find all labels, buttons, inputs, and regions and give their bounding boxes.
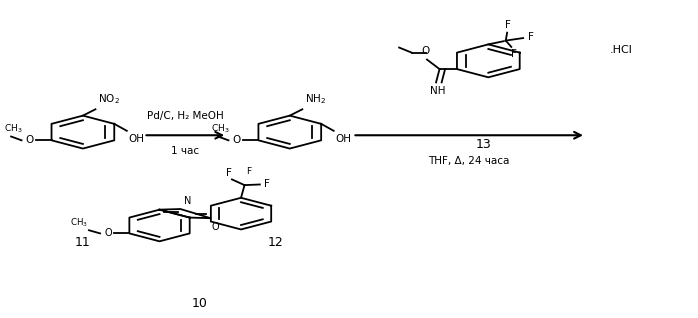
Text: F: F	[246, 167, 251, 176]
Text: F: F	[264, 178, 270, 189]
Text: O: O	[104, 228, 112, 238]
Text: O: O	[422, 46, 430, 56]
Text: Pd/C, H₂ MeOH: Pd/C, H₂ MeOH	[147, 111, 223, 121]
Text: F: F	[511, 49, 517, 59]
Text: CH$_3$: CH$_3$	[4, 122, 22, 135]
Text: CH$_3$: CH$_3$	[70, 216, 87, 229]
Text: O: O	[212, 222, 220, 232]
Text: F: F	[528, 32, 534, 42]
Text: NH$_2$: NH$_2$	[305, 92, 326, 106]
Text: N: N	[184, 197, 191, 206]
Text: THF, Δ, 24 часа: THF, Δ, 24 часа	[428, 156, 510, 166]
Text: .HCl: .HCl	[610, 45, 633, 55]
Text: 12: 12	[268, 236, 283, 249]
Text: F: F	[225, 168, 232, 178]
Text: O: O	[26, 135, 34, 145]
Text: OH: OH	[335, 134, 351, 144]
Text: CH$_3$: CH$_3$	[211, 122, 230, 135]
Text: F: F	[505, 20, 511, 31]
Text: 13: 13	[475, 138, 491, 151]
Text: O: O	[232, 135, 241, 145]
Text: 1 час: 1 час	[171, 146, 200, 156]
Text: NH: NH	[431, 86, 446, 95]
Text: 11: 11	[75, 236, 91, 249]
Text: 10: 10	[191, 297, 207, 309]
Text: NO$_2$: NO$_2$	[98, 92, 120, 106]
Text: OH: OH	[128, 134, 144, 144]
